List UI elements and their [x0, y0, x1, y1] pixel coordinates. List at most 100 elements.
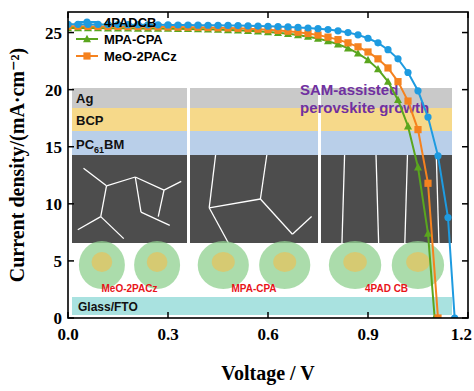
legend-marker: [83, 52, 90, 59]
marker: [444, 214, 451, 221]
legend-marker: [83, 35, 91, 42]
layer-band: [190, 88, 318, 108]
chart-container: MeO-2PACzMPA-CPA4PAD CBAgBCPPC61BMGlass/…: [0, 0, 474, 391]
marker: [404, 69, 411, 76]
marker: [224, 22, 231, 29]
marker: [384, 46, 391, 53]
crack: [78, 217, 101, 230]
marker: [314, 25, 321, 32]
y-tick-right: [462, 317, 468, 319]
marker: [174, 21, 181, 28]
legend-marker: [83, 18, 90, 25]
marker: [194, 22, 201, 29]
y-tick: [68, 89, 74, 91]
series-line: [68, 24, 455, 318]
y-tick-label: 25: [45, 24, 62, 43]
y-tick: [68, 317, 74, 319]
y-tick-label: 20: [45, 81, 62, 100]
x-tick: [167, 312, 169, 318]
crack: [342, 155, 345, 243]
marker: [344, 39, 351, 46]
molecule-core: [406, 252, 430, 272]
molecule-core: [92, 252, 113, 272]
marker: [364, 35, 371, 42]
x-tick-label: 0.6: [257, 325, 278, 344]
marker: [414, 163, 422, 170]
marker: [394, 78, 401, 85]
y-tick-right: [462, 260, 468, 262]
crack: [260, 199, 292, 234]
layer-band: [72, 108, 187, 131]
molecule-blob: [134, 241, 180, 289]
perovskite-layer: [72, 155, 187, 243]
y-tick-right: [462, 203, 468, 205]
marker: [244, 22, 251, 29]
series-line: [68, 26, 438, 318]
marker: [234, 22, 241, 29]
crack: [209, 199, 260, 208]
y-tick-label: 0: [54, 309, 63, 328]
marker: [424, 180, 431, 187]
marker: [324, 26, 331, 33]
crack: [84, 168, 107, 186]
marker: [264, 23, 271, 30]
grain-boundaries: [209, 155, 311, 243]
marker: [394, 96, 402, 103]
crack: [141, 212, 170, 225]
x-tick-label: 0.3: [157, 325, 178, 344]
marker: [324, 34, 331, 41]
molecule-core: [343, 252, 367, 272]
chart-svg: MeO-2PACzMPA-CPA4PAD CBAgBCPPC61BMGlass/…: [0, 0, 474, 391]
y-tick-right: [462, 146, 468, 148]
crack: [292, 217, 311, 235]
marker: [434, 152, 441, 159]
crack: [135, 177, 164, 190]
crack: [436, 155, 439, 243]
perovskite-layer: [190, 155, 318, 243]
marker: [354, 43, 361, 50]
y-tick: [68, 32, 74, 34]
y-axis-label: Current density/(mA·cm⁻²): [6, 48, 29, 282]
molecule-label: 4PAD CB: [365, 283, 408, 294]
x-tick: [467, 312, 469, 318]
crack: [135, 177, 141, 212]
marker: [284, 23, 291, 30]
crack: [158, 190, 164, 216]
x-tick: [267, 312, 269, 318]
layer-band: [72, 88, 187, 108]
marker: [404, 97, 411, 104]
grain-boundaries: [78, 168, 182, 238]
marker: [374, 39, 381, 46]
y-tick-right: [462, 89, 468, 91]
marker: [414, 126, 421, 133]
legend-label: MPA-CPA: [104, 32, 163, 47]
layer-label-rest: BM: [104, 137, 124, 152]
y-tick: [68, 203, 74, 205]
y-tick: [68, 146, 74, 148]
marker: [334, 36, 341, 43]
x-tick-label: 1.2: [451, 325, 472, 344]
crack: [260, 155, 266, 199]
annotation: SAM-assisted: [300, 81, 398, 98]
molecule-blob: [198, 241, 249, 289]
marker: [294, 24, 301, 31]
molecule-core: [212, 252, 235, 272]
layer-band: [72, 131, 187, 155]
layer-label: BCP: [76, 113, 104, 128]
layer-band: [190, 131, 318, 155]
marker: [374, 65, 382, 72]
marker: [164, 21, 171, 28]
marker: [354, 31, 361, 38]
crack: [209, 208, 228, 243]
legend-label: 4PADCB: [104, 15, 157, 30]
layer-label: Ag: [76, 91, 93, 106]
layer-label: PC61BM: [76, 137, 124, 155]
x-tick-top: [267, 12, 269, 18]
legend: 4PADCBMPA-CPAMeO-2PACz: [76, 15, 177, 64]
marker: [424, 113, 431, 120]
marker: [364, 48, 371, 55]
crack: [101, 217, 124, 239]
molecule-label: MeO-2PACz: [102, 283, 158, 294]
data-group: [68, 21, 458, 318]
x-tick: [67, 312, 69, 318]
